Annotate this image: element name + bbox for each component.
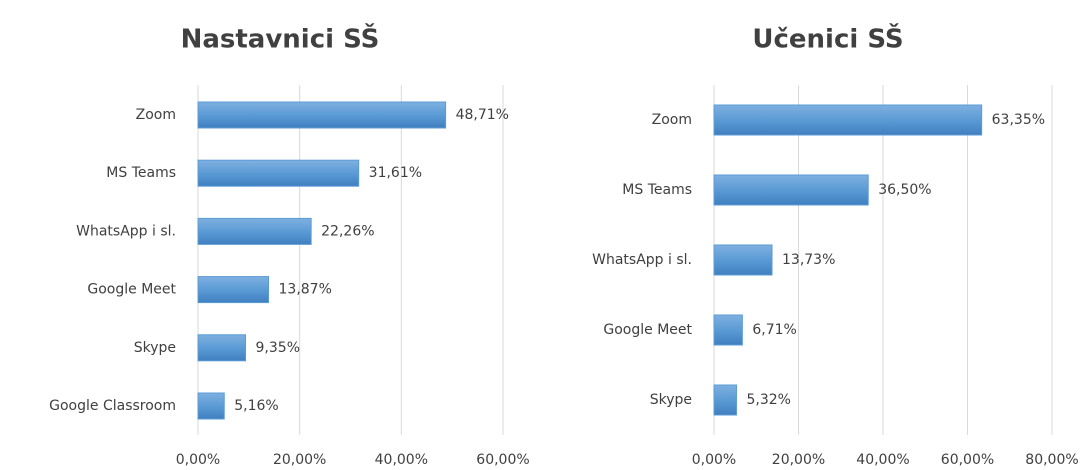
y-tick-label: Zoom — [136, 107, 176, 123]
bar — [197, 101, 447, 129]
y-tick-label: Zoom — [652, 112, 692, 128]
y-tick-label: WhatsApp i sl. — [76, 223, 176, 239]
data-label: 5,32% — [746, 392, 790, 408]
data-label: 48,71% — [456, 107, 509, 123]
data-label: 6,71% — [752, 322, 796, 338]
data-label: 5,16% — [234, 398, 278, 414]
y-tick-label: Skype — [650, 392, 692, 408]
data-label: 36,50% — [878, 182, 931, 198]
y-tick-label: MS Teams — [106, 165, 176, 181]
y-tick-label: Google Meet — [603, 322, 692, 338]
bar — [197, 392, 225, 420]
data-label: 31,61% — [369, 165, 422, 181]
bar — [197, 334, 247, 362]
bar — [713, 244, 773, 276]
bar — [713, 314, 743, 346]
bar — [713, 384, 737, 416]
bar — [713, 104, 983, 136]
chart-title: Učenici SŠ — [752, 23, 903, 55]
y-tick-label: WhatsApp i sl. — [592, 252, 692, 268]
x-tick-label: 0,00% — [692, 452, 736, 468]
bar — [197, 159, 360, 187]
x-tick-label: 40,00% — [375, 452, 428, 468]
data-label: 63,35% — [992, 112, 1045, 128]
data-label: 13,87% — [279, 282, 332, 298]
y-tick-label: MS Teams — [622, 182, 692, 198]
data-label: 9,35% — [256, 340, 300, 356]
x-tick-label: 60,00% — [476, 452, 529, 468]
x-tick-label: 80,00% — [1025, 452, 1078, 468]
x-tick-label: 20,00% — [273, 452, 326, 468]
bar — [197, 217, 312, 245]
data-label: 13,73% — [782, 252, 835, 268]
x-tick-label: 20,00% — [772, 452, 825, 468]
x-tick-label: 40,00% — [856, 452, 909, 468]
x-tick-label: 60,00% — [941, 452, 994, 468]
y-tick-label: Google Meet — [87, 282, 176, 298]
chart-title: Nastavnici SŠ — [181, 23, 380, 55]
y-tick-label: Google Classroom — [49, 398, 176, 414]
bar — [197, 276, 270, 304]
bar — [713, 174, 869, 206]
y-tick-label: Skype — [134, 340, 176, 356]
x-tick-label: 0,00% — [176, 452, 220, 468]
data-label: 22,26% — [321, 223, 374, 239]
